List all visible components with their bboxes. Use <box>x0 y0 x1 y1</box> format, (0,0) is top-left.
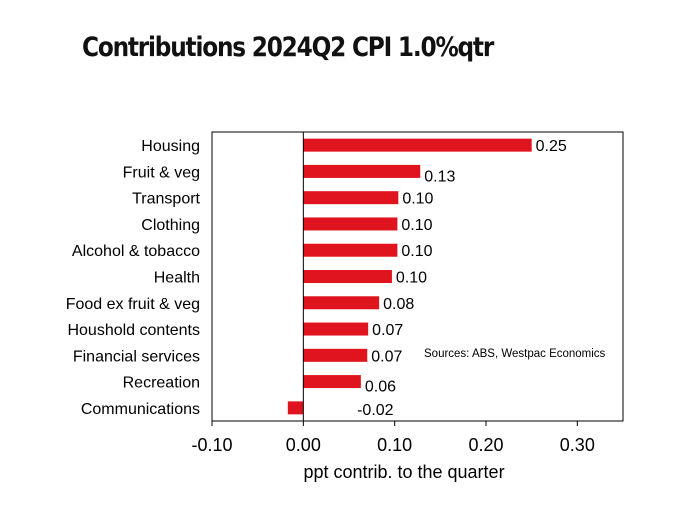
data-label: 0.06 <box>365 379 396 396</box>
x-tick-label: 0.10 <box>377 435 412 455</box>
bar <box>303 348 368 362</box>
bar <box>303 270 392 283</box>
x-tick-label: 0.30 <box>560 435 595 455</box>
category-label: Communications <box>81 401 200 418</box>
data-label: 0.08 <box>383 296 414 313</box>
plot-frame <box>211 131 624 422</box>
category-label: Food ex fruit & veg <box>66 296 200 313</box>
chart-title: Contributions 2024Q2 CPI 1.0%qtr <box>82 32 494 63</box>
bar <box>303 217 398 231</box>
bar <box>303 296 380 310</box>
bar <box>303 138 532 152</box>
bar <box>303 164 421 178</box>
data-label: 0.07 <box>372 322 403 339</box>
data-label: -0.02 <box>357 402 394 419</box>
x-tick-label: -0.10 <box>191 435 232 455</box>
value-labels: 0.25 0.13 0.10 0.10 0.10 0.10 0.08 0.07 0.07 0.06… <box>357 138 567 419</box>
data-label: 0.07 <box>371 348 402 365</box>
data-label: 0.13 <box>424 168 455 185</box>
bar <box>303 375 361 389</box>
category-label: Health <box>154 270 200 287</box>
category-label: Clothing <box>141 217 200 234</box>
data-label: 0.10 <box>402 191 433 208</box>
bar <box>303 191 399 205</box>
x-axis-label: ppt contrib. to the quarter <box>303 462 504 482</box>
data-label: 0.10 <box>396 270 427 287</box>
data-label: 0.10 <box>401 243 432 260</box>
bar <box>303 322 369 336</box>
category-label: Transport <box>132 191 200 208</box>
x-axis-ticks: -0.10 0.00 0.10 0.20 0.30 <box>191 421 595 455</box>
data-label: 0.25 <box>536 138 567 155</box>
category-label: Housing <box>141 138 200 155</box>
bar <box>303 243 398 257</box>
source-annotation: Sources: ABS, Westpac Economics <box>424 348 606 360</box>
category-label: Recreation <box>123 375 200 392</box>
bar <box>287 401 304 415</box>
category-label: Financial services <box>73 348 200 365</box>
category-label: Houshold contents <box>67 322 200 339</box>
x-tick-label: 0.00 <box>286 435 321 455</box>
data-label: 0.10 <box>401 217 432 234</box>
category-label: Alcohol & tobacco <box>72 243 200 260</box>
bars-group <box>287 138 532 415</box>
category-label: Fruit & veg <box>123 164 200 181</box>
category-labels: Housing Fruit & veg Transport Clothing Alcoh… <box>66 138 201 418</box>
x-tick-label: 0.20 <box>468 435 503 455</box>
